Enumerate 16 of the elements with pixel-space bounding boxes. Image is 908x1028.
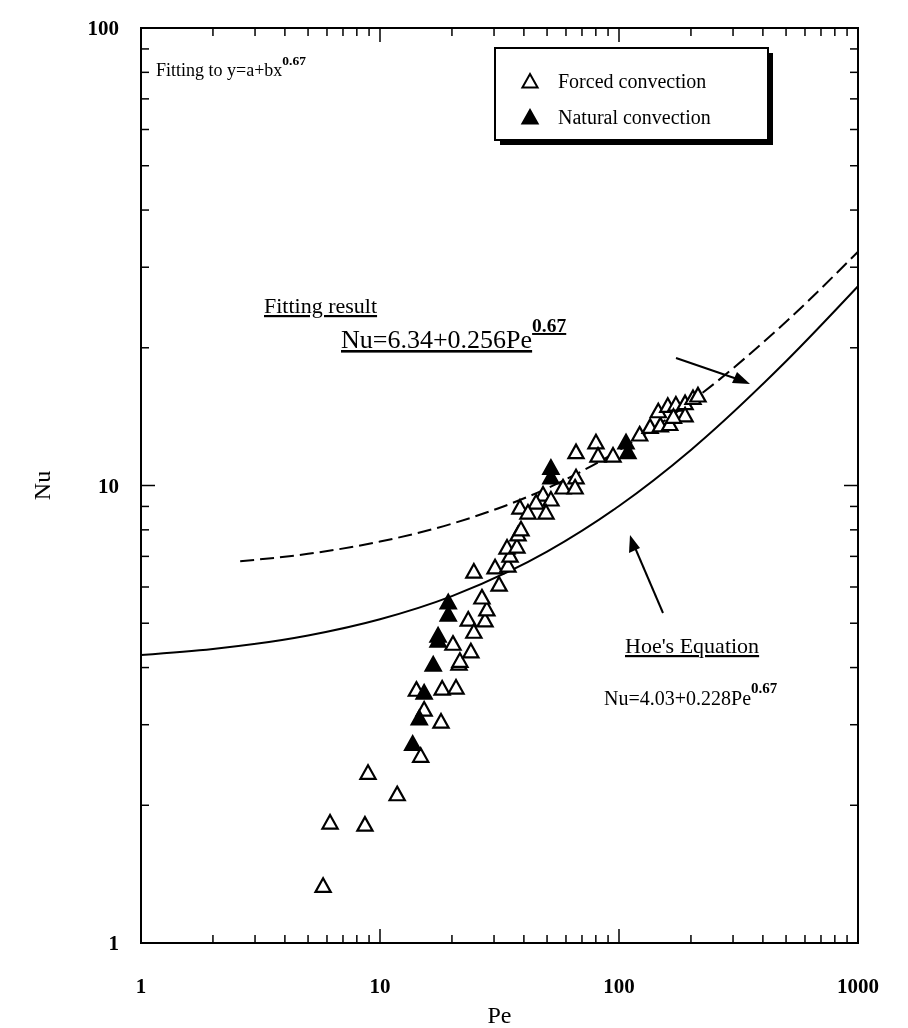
y-axis-title: Nu <box>29 470 55 501</box>
annotation: Nu=4.03+0.228Pe$^{0.67}$ <box>604 680 778 709</box>
y-tick-label: 100 <box>87 16 119 40</box>
annotation: Fitting result <box>264 293 378 318</box>
x-tick-label: 1 <box>135 974 147 998</box>
legend-label: Forced convection <box>558 70 707 92</box>
annotation: Nu=6.34+0.256Pe$^{0.67}$ <box>341 315 567 354</box>
legend-label: Natural convection <box>558 106 711 128</box>
x-tick-label: 100 <box>603 974 635 998</box>
x-axis-title: Pe <box>487 1002 512 1028</box>
y-tick-label: 1 <box>108 931 119 955</box>
x-tick-label: 10 <box>369 974 391 998</box>
x-tick-label: 1000 <box>837 974 879 998</box>
annotation: Fitting to y=a+bx$^{0.67}$ <box>156 52 307 80</box>
y-tick-label: 10 <box>98 473 119 498</box>
annotation: Hoe's Equation <box>625 633 760 658</box>
